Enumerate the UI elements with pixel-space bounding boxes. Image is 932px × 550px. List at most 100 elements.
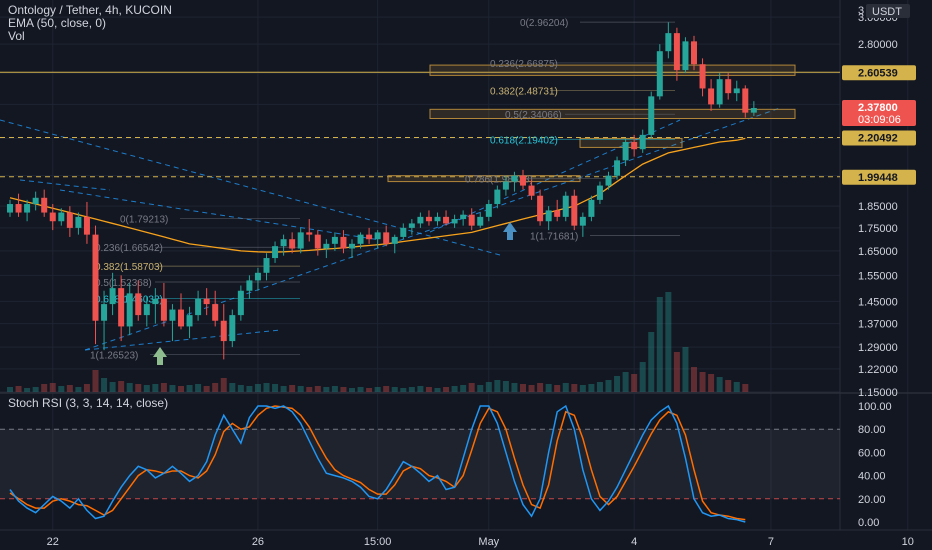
volume-bar [24, 388, 31, 392]
candle-body [485, 204, 492, 217]
trend-line [84, 329, 281, 351]
volume-legend[interactable]: Vol [8, 29, 25, 43]
price-tick-label: 1.75000 [858, 223, 898, 235]
volume-bar [272, 384, 279, 392]
candle-body [725, 79, 732, 94]
volume-bar [152, 384, 159, 392]
candle-body [699, 64, 706, 89]
price-tick-label: 1.22000 [858, 364, 898, 376]
candle-body [631, 141, 638, 150]
price-badge-label: 2.37800 [858, 102, 898, 114]
volume-bar [58, 386, 65, 392]
symbol-title[interactable]: Ontology / Tether, 4h, KUCOIN [8, 3, 172, 17]
volume-bar [511, 383, 518, 392]
candle-body [408, 223, 415, 228]
candle-body [400, 227, 407, 237]
volume-bar [708, 374, 715, 392]
fib-level-label: 0(1.79213) [120, 215, 168, 226]
candle-body [118, 288, 125, 327]
ema-legend[interactable]: EMA (50, close, 0) [8, 16, 107, 30]
candle-body [443, 216, 450, 224]
candle-body [733, 88, 740, 94]
volume-bar [306, 387, 313, 392]
volume-bar [289, 385, 296, 392]
trend-line [84, 107, 781, 351]
candle-body [502, 181, 509, 190]
candle-body [314, 234, 321, 249]
volume-bar [254, 384, 261, 392]
volume-bar [349, 388, 355, 392]
volume-bar [400, 388, 407, 392]
candle-body [160, 298, 167, 321]
volume-bar [494, 380, 501, 392]
candle-body [263, 258, 270, 273]
volume-bar [126, 383, 133, 392]
price-badge [842, 130, 916, 146]
volume-bar [340, 387, 347, 392]
time-tick-label: 22 [47, 536, 59, 548]
volume-bars [7, 292, 749, 392]
candle-body [691, 41, 697, 65]
candle-body [15, 204, 22, 213]
volume-bar [32, 387, 39, 392]
volume-bar [374, 387, 381, 392]
stoch-tick-label: 0.00 [858, 517, 879, 529]
volume-bar [160, 383, 167, 392]
volume-bar [631, 374, 638, 392]
price-tick-label: 1.55000 [858, 270, 898, 282]
candle-body [571, 195, 578, 226]
candle-body [195, 298, 202, 316]
candle-body [383, 232, 390, 244]
price-tick-label: 1.85000 [858, 201, 898, 213]
candle-body [212, 304, 219, 321]
candle-body [237, 290, 244, 316]
volume-bar [101, 378, 108, 392]
candle-body [152, 298, 159, 305]
candle-body [460, 214, 467, 220]
price-tick-label: 2.80000 [858, 39, 898, 51]
volume-bar [502, 381, 509, 392]
candle-body [280, 239, 287, 247]
volume-bar [383, 386, 390, 392]
grid-lines [0, 0, 932, 531]
time-axis[interactable]: 22 26 15:00 May 4 7 10 [47, 536, 914, 548]
volume-bar [323, 387, 330, 392]
time-tick-label: 10 [902, 536, 914, 548]
fibonacci-levels: 0(2.96204) 0.236(2.66875) 0.382(2.48731) 0.… [90, 18, 796, 362]
volume-bar [7, 387, 13, 392]
price-top-label: 3 [858, 5, 864, 17]
candle-body [648, 96, 655, 135]
candle-body [66, 212, 73, 228]
candle-body [665, 33, 672, 52]
volume-bar [451, 386, 458, 392]
candle-body [545, 210, 552, 222]
volume-bar [237, 385, 244, 392]
stoch-d-line [9, 405, 746, 521]
volume-bar [425, 387, 432, 392]
volume-bar [622, 372, 629, 392]
volume-bar [178, 386, 184, 392]
volume-bar [75, 387, 82, 392]
candle-body [246, 280, 253, 291]
fib-level-label: 0(2.96204) [520, 18, 568, 29]
candle-body [135, 293, 142, 316]
candle-body [639, 134, 646, 150]
volume-bar [614, 376, 621, 392]
time-tick-label: 15:00 [364, 536, 392, 548]
candle-body [186, 315, 193, 327]
stoch-rsi-legend[interactable]: Stoch RSI (3, 3, 14, 14, close) [8, 396, 169, 410]
candle-body [297, 232, 304, 249]
fib-level-label: 0.5(1.52368) [95, 278, 152, 289]
time-tick-label: 4 [631, 536, 637, 548]
volume-bar [742, 384, 749, 392]
stoch-band-fill [0, 429, 840, 499]
volume-bar [212, 383, 219, 392]
candle-body [349, 243, 355, 249]
candle-body [596, 185, 603, 200]
fib-level-label: 0.236(1.66542) [95, 243, 163, 254]
volume-bar [280, 386, 287, 392]
candle-body [494, 189, 501, 205]
candle-body [588, 199, 595, 217]
volume-bar [562, 383, 569, 392]
